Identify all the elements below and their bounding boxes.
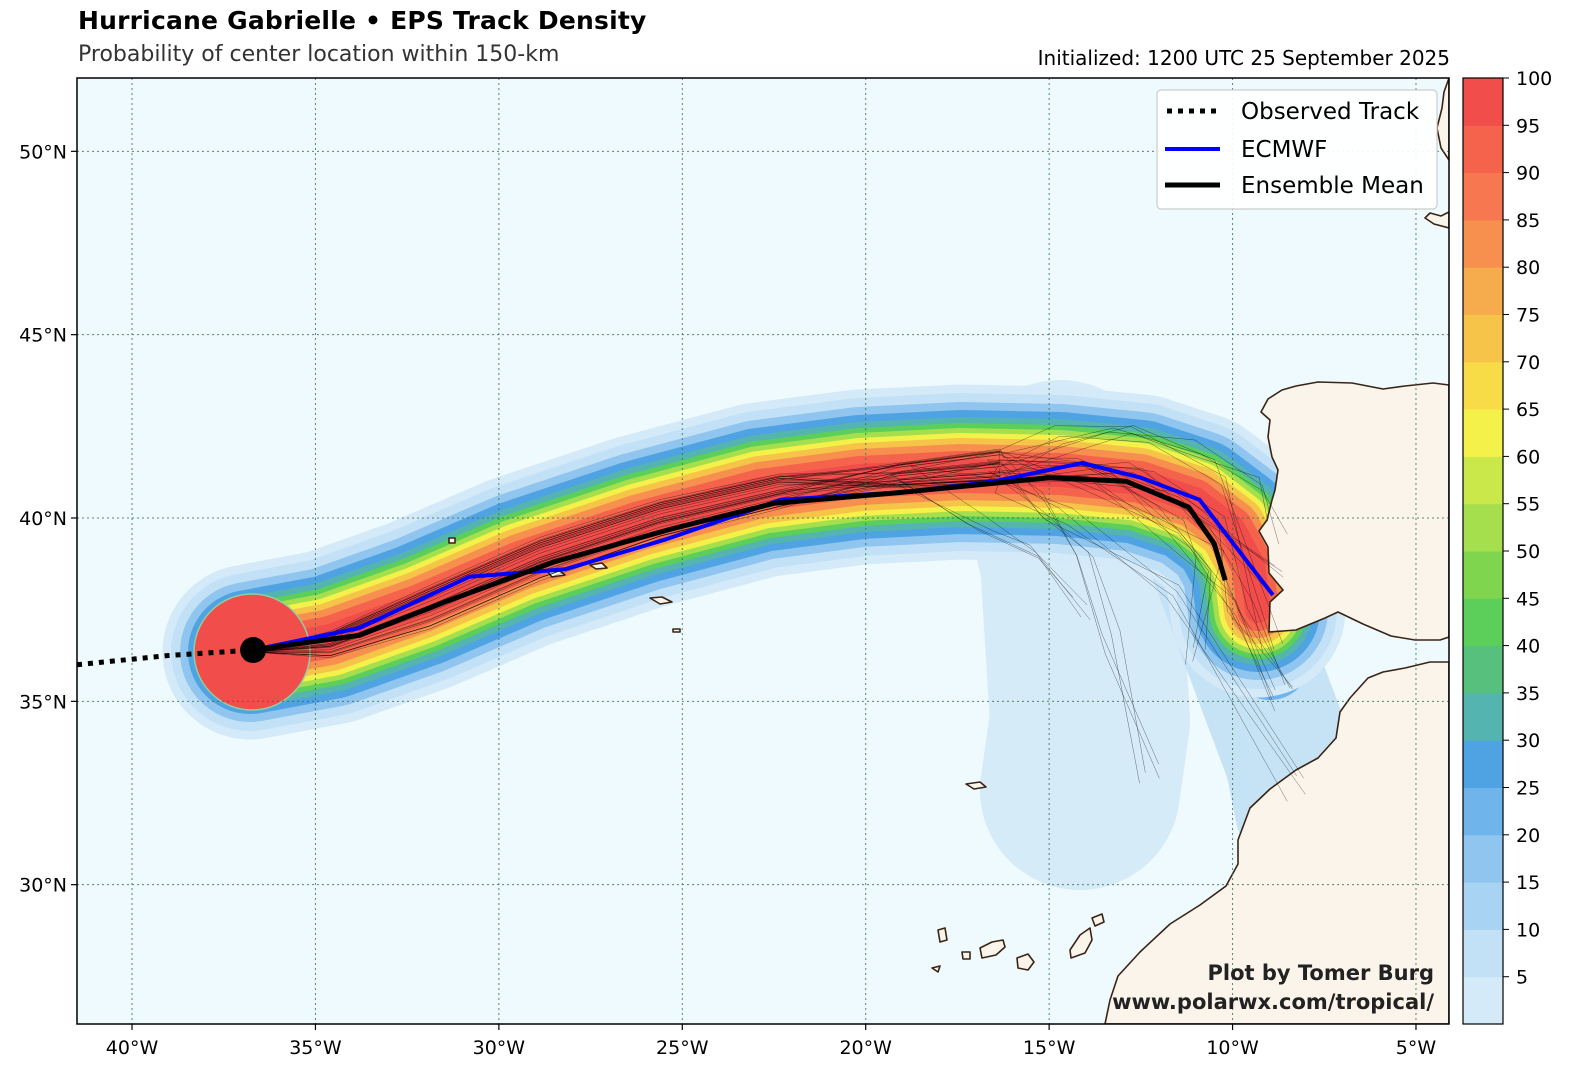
colorbar-segment (1463, 503, 1503, 552)
island-azores-1 (649, 596, 673, 605)
colorbar-segment (1463, 551, 1503, 599)
observed-track (77, 647, 254, 668)
colorbar-tick-label: 55 (1516, 494, 1540, 516)
ensemble-mean-track (252, 475, 1228, 653)
colorbar-tick-label: 45 (1516, 588, 1540, 610)
colorbar-segment (1463, 125, 1503, 174)
lat-tick-label: 30°N (19, 875, 67, 897)
colorbar-tick-label: 5 (1516, 967, 1528, 989)
ensemble-member-track (251, 425, 1283, 653)
colorbar-segment (1463, 267, 1503, 315)
ensemble-members-layer (251, 425, 1306, 802)
lon-tick-label: 15°W (1023, 1037, 1076, 1059)
colorbar-segment (1463, 409, 1503, 457)
island-canary-7 (931, 965, 941, 973)
ensemble-member-track (251, 475, 1297, 777)
colorbar-segment (1463, 976, 1503, 1025)
colorbar-tick-label: 20 (1516, 825, 1540, 847)
colorbar-segment (1463, 692, 1503, 741)
lat-tick-label: 50°N (19, 141, 67, 163)
colorbar-segment (1463, 787, 1503, 836)
colorbar-tick-label: 30 (1516, 730, 1540, 752)
colorbar-tick-label: 85 (1516, 210, 1540, 232)
land-layer (448, 78, 1449, 1024)
colorbar-tick-label: 100 (1516, 68, 1552, 90)
colorbar-tick-label: 10 (1516, 919, 1540, 941)
colorbar-segment (1463, 78, 1503, 126)
colorbar-tick-label: 75 (1516, 305, 1540, 327)
colorbar-segment (1463, 361, 1503, 410)
lon-tick-label: 40°W (106, 1037, 159, 1059)
ensemble-member-track (251, 472, 1286, 686)
storm-position-marker (240, 637, 267, 663)
colorbar-tick-label: 90 (1516, 163, 1540, 185)
page-title: Hurricane Gabrielle • EPS Track Density (78, 6, 647, 35)
lon-tick-label: 5°W (1396, 1037, 1437, 1059)
lon-tick-label: 20°W (839, 1037, 892, 1059)
land-iberia (1258, 381, 1449, 641)
credit-author: Plot by Tomer Burg (1208, 961, 1435, 985)
island-canary-6 (937, 927, 948, 943)
legend: Observed Track ECMWF Ensemble Mean (1156, 89, 1438, 210)
ensemble-member-track (251, 471, 1306, 795)
island-azores-2 (589, 562, 608, 570)
initialized-label: Initialized: 1200 UTC 25 September 2025 (1037, 46, 1450, 70)
tracks-layer (77, 461, 1275, 668)
colorbar: 5 10 15 20 25 30 35 40 45 50 55 60 65 70 75 80 85 90 95 100 (1462, 68, 1552, 1025)
island-canary-2 (1091, 913, 1105, 927)
page-subtitle: Probability of center location within 15… (78, 42, 560, 67)
lat-tick-label: 35°N (19, 691, 67, 713)
ensemble-member-track (251, 461, 1091, 653)
ensemble-member-track (251, 467, 1304, 779)
colorbar-segment (1463, 882, 1503, 930)
colorbar-tick-label: 25 (1516, 778, 1540, 800)
map-frame (76, 77, 1450, 1025)
island-canary-4 (979, 939, 1006, 959)
colorbar-segment (1463, 598, 1503, 647)
legend-ecmwf-label: ECMWF (1241, 137, 1327, 163)
colorbar-segment (1463, 740, 1503, 788)
colorbar-segment (1463, 314, 1503, 363)
legend-mean-label: Ensemble Mean (1241, 173, 1424, 199)
colorbar-tick-label: 65 (1516, 399, 1540, 421)
colorbar-tick-label: 35 (1516, 683, 1540, 705)
gridlines (77, 78, 1449, 1024)
colorbar-tick-label: 70 (1516, 352, 1540, 374)
lon-tick-label: 35°W (289, 1037, 342, 1059)
colorbar-segment (1463, 834, 1503, 883)
colorbar-tick-label: 95 (1516, 115, 1540, 137)
colorbar-segment (1463, 456, 1503, 505)
lon-tick-label: 25°W (656, 1037, 709, 1059)
land-africa (1104, 661, 1449, 1024)
land-britain-edge (1424, 211, 1449, 229)
colorbar-tick-label: 40 (1516, 636, 1540, 658)
ensemble-member-track (251, 450, 1224, 662)
colorbar-tick-label: 60 (1516, 446, 1540, 468)
lon-tick-label: 30°W (473, 1037, 526, 1059)
credit-url: www.polarwx.com/tropical/ (1112, 990, 1434, 1014)
lat-tick-label: 45°N (19, 325, 67, 347)
island-madeira (965, 781, 987, 790)
lat-tick-label: 40°N (19, 508, 67, 530)
axis-ticks: 40°W 35°W 30°W 25°W 20°W 15°W 10°W 5°W 30°N 35°N 4… (19, 141, 1436, 1059)
colorbar-segment (1463, 645, 1503, 694)
lon-tick-label: 10°W (1206, 1037, 1259, 1059)
colorbar-segment (1463, 172, 1503, 221)
island-azores-5 (448, 537, 456, 544)
legend-observed-label: Observed Track (1241, 99, 1420, 125)
ensemble-member-track (251, 463, 1160, 779)
colorbar-tick-label: 15 (1516, 872, 1540, 894)
colorbar-segment (1463, 219, 1503, 268)
island-canary-1 (1069, 927, 1093, 959)
island-canary-3 (1016, 953, 1035, 971)
island-azores-4 (672, 628, 681, 633)
island-canary-5 (961, 951, 971, 960)
colorbar-tick-label: 50 (1516, 541, 1540, 563)
colorbar-tick-label: 80 (1516, 257, 1540, 279)
colorbar-segment (1463, 929, 1503, 978)
